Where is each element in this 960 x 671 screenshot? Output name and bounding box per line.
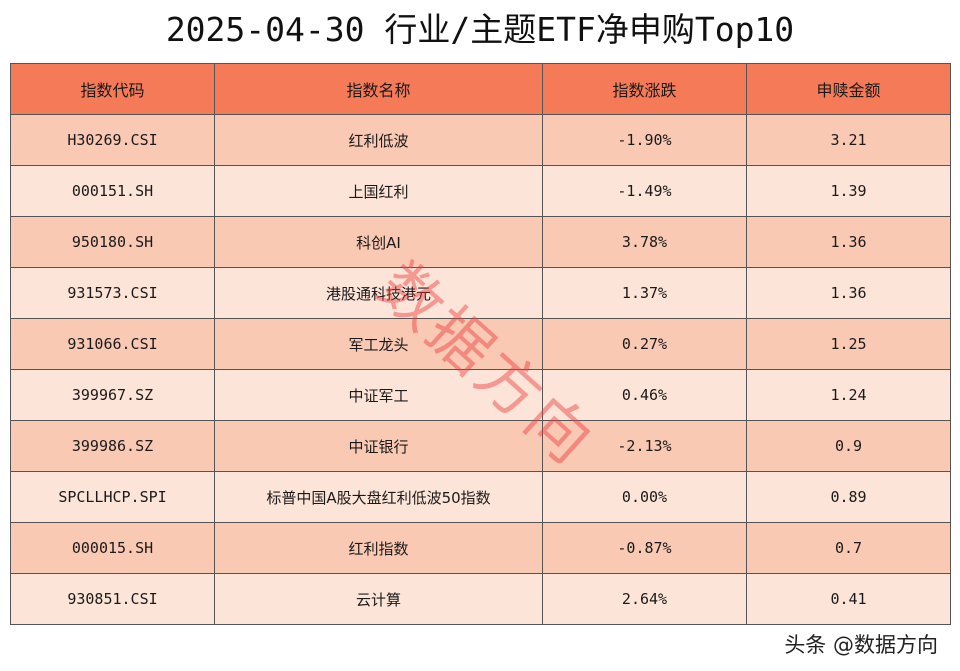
cell-amount: 1.25 [746, 318, 951, 370]
cell-amount: 1.39 [746, 165, 951, 217]
table-row: H30269.CSI 红利低波 -1.90% 3.21 [10, 114, 951, 166]
cell-code: 399967.SZ [10, 369, 215, 421]
cell-name: 红利低波 [214, 114, 543, 166]
source-credit: 头条 @数据方向 [784, 633, 938, 657]
cell-change: 0.46% [542, 369, 747, 421]
cell-change: 1.37% [542, 267, 747, 319]
cell-code: 931066.CSI [10, 318, 215, 370]
table-row: 399967.SZ 中证军工 0.46% 1.24 [10, 369, 951, 421]
cell-code: 931573.CSI [10, 267, 215, 319]
cell-change: -1.90% [542, 114, 747, 166]
cell-code: SPCLLHCP.SPI [10, 471, 215, 523]
cell-code: H30269.CSI [10, 114, 215, 166]
cell-change: -0.87% [542, 522, 747, 574]
table-row: 399986.SZ 中证银行 -2.13% 0.9 [10, 420, 951, 472]
etf-table: 指数代码 指数名称 指数涨跌 申赎金额 H30269.CSI 红利低波 -1.9… [10, 63, 951, 625]
page-title: 2025-04-30 行业/主题ETF净申购Top10 [165, 10, 795, 49]
cell-amount: 3.21 [746, 114, 951, 166]
column-header-amount: 申赎金额 [746, 63, 951, 115]
column-header-code: 指数代码 [10, 63, 215, 115]
cell-amount: 0.41 [746, 573, 951, 625]
cell-name: 上国红利 [214, 165, 543, 217]
table-row: 950180.SH 科创AI 3.78% 1.36 [10, 216, 951, 268]
column-header-change: 指数涨跌 [542, 63, 747, 115]
cell-code: 950180.SH [10, 216, 215, 268]
cell-amount: 1.36 [746, 267, 951, 319]
cell-amount: 1.36 [746, 216, 951, 268]
cell-amount: 0.89 [746, 471, 951, 523]
cell-code: 399986.SZ [10, 420, 215, 472]
cell-name: 中证军工 [214, 369, 543, 421]
table-row: 931066.CSI 军工龙头 0.27% 1.25 [10, 318, 951, 370]
cell-name: 云计算 [214, 573, 543, 625]
cell-code: 000015.SH [10, 522, 215, 574]
cell-amount: 0.9 [746, 420, 951, 472]
cell-code: 000151.SH [10, 165, 215, 217]
table-row: SPCLLHCP.SPI 标普中国A股大盘红利低波50指数 0.00% 0.89 [10, 471, 951, 523]
cell-name: 红利指数 [214, 522, 543, 574]
table-row: 000015.SH 红利指数 -0.87% 0.7 [10, 522, 951, 574]
cell-change: 2.64% [542, 573, 747, 625]
cell-name: 港股通科技港元 [214, 267, 543, 319]
cell-change: 0.00% [542, 471, 747, 523]
cell-change: 0.27% [542, 318, 747, 370]
cell-name: 中证银行 [214, 420, 543, 472]
column-header-name: 指数名称 [214, 63, 543, 115]
table-header-row: 指数代码 指数名称 指数涨跌 申赎金额 [10, 63, 951, 115]
cell-name: 标普中国A股大盘红利低波50指数 [214, 471, 543, 523]
cell-code: 930851.CSI [10, 573, 215, 625]
cell-amount: 1.24 [746, 369, 951, 421]
table-row: 930851.CSI 云计算 2.64% 0.41 [10, 573, 951, 625]
cell-name: 科创AI [214, 216, 543, 268]
cell-change: 3.78% [542, 216, 747, 268]
table-row: 931573.CSI 港股通科技港元 1.37% 1.36 [10, 267, 951, 319]
cell-amount: 0.7 [746, 522, 951, 574]
cell-change: -1.49% [542, 165, 747, 217]
table-row: 000151.SH 上国红利 -1.49% 1.39 [10, 165, 951, 217]
cell-change: -2.13% [542, 420, 747, 472]
cell-name: 军工龙头 [214, 318, 543, 370]
